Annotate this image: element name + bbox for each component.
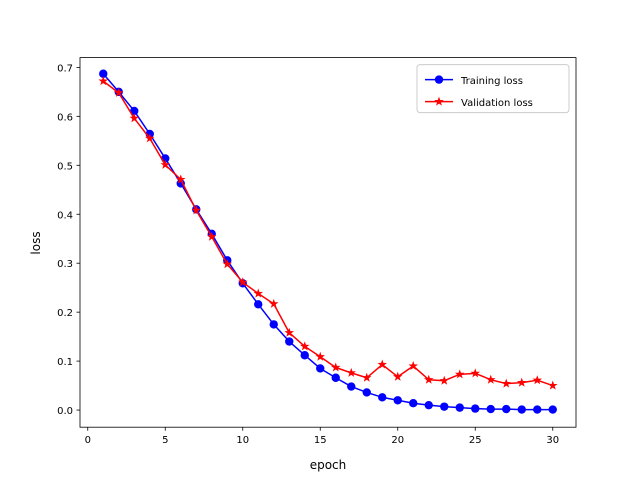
series-1-point-22 <box>424 400 433 410</box>
series-1-point-30 <box>548 405 557 414</box>
series-1-point-26 <box>486 404 495 414</box>
series-2-line <box>102 80 553 387</box>
y-tick-label-0.0: 0.0 <box>57 406 73 417</box>
axes-layer: 0 5 10 15 20 25 30 0.0 0.1 0.2 0.3 0.4 0.5 0.6 0.7 <box>57 57 577 446</box>
series-1-point-24 <box>455 403 464 412</box>
series-1-point-16 <box>331 373 340 382</box>
series-2-point-4 <box>144 133 155 143</box>
legend-marker-2 <box>434 96 444 106</box>
x-axis-label: epoch <box>310 458 347 472</box>
series-2-point-26 <box>485 374 496 384</box>
series-1-point-19 <box>378 393 387 402</box>
series-1-point-21 <box>409 399 418 408</box>
y-axis-label: loss <box>29 231 43 254</box>
y-tick-label-0.3: 0.3 <box>57 259 73 270</box>
y-tick-label-0.5: 0.5 <box>57 161 73 172</box>
series-2-point-29 <box>532 375 543 385</box>
series-2-point-22 <box>423 374 434 384</box>
series-1-point-28 <box>517 405 526 414</box>
series-2-point-30 <box>547 380 558 390</box>
legend-marker-1 <box>434 75 444 84</box>
series-2-point-5 <box>160 159 171 169</box>
x-tick-label-25: 25 <box>469 435 482 446</box>
y-tick-label-0.4: 0.4 <box>57 210 73 221</box>
series-2-point-27 <box>501 378 512 388</box>
series-2-point-23 <box>439 375 450 385</box>
series-2-point-10 <box>237 277 248 287</box>
x-tick-label-20: 20 <box>391 435 404 446</box>
series-2-point-25 <box>470 368 481 378</box>
axes-frame <box>79 57 577 428</box>
series-1-point-1 <box>99 69 108 78</box>
series-1-point-12 <box>269 320 278 329</box>
series-2-point-19 <box>377 359 388 369</box>
series-2-point-9 <box>222 259 233 269</box>
series-2-point-12 <box>268 298 279 308</box>
series-2-point-24 <box>454 369 465 379</box>
legend-entry-2: Validation loss <box>425 96 533 109</box>
series-2-point-11 <box>253 288 264 298</box>
legend-label-2: Validation loss <box>461 98 533 109</box>
series-2-point-15 <box>315 351 326 361</box>
series-2-point-2 <box>113 87 124 97</box>
x-tick-label-0: 0 <box>85 435 91 446</box>
series-2-point-17 <box>346 367 357 377</box>
series-2-point-28 <box>516 377 527 387</box>
series-1-point-27 <box>502 404 511 414</box>
series-1-point-20 <box>393 396 402 405</box>
series-2-point-21 <box>408 361 419 371</box>
legend-label-1: Training loss <box>460 76 523 87</box>
series-1-point-18 <box>362 388 371 397</box>
series-2-point-20 <box>392 371 403 381</box>
series-2-point-18 <box>361 372 372 382</box>
series-2-point-14 <box>299 341 310 351</box>
plot-area <box>80 57 576 428</box>
x-tick-label-30: 30 <box>546 435 559 446</box>
series-layer <box>98 69 558 414</box>
series-2-point-7 <box>191 205 202 215</box>
y-tick-label-0.1: 0.1 <box>57 357 73 368</box>
y-tick-label-0.2: 0.2 <box>57 308 73 319</box>
x-tick-label-5: 5 <box>162 435 168 446</box>
y-tick-label-0.6: 0.6 <box>57 112 73 123</box>
series-1-point-17 <box>347 382 356 391</box>
legend-box <box>416 64 570 114</box>
legend-entry-1: Training loss <box>425 75 523 87</box>
series-1-point-14 <box>300 351 309 360</box>
series-2-point-6 <box>175 174 186 184</box>
series-2 <box>98 76 558 390</box>
x-tick-label-15: 15 <box>314 435 327 446</box>
x-tick-label-10: 10 <box>236 435 249 446</box>
series-1-point-3 <box>130 106 139 116</box>
series-1-point-23 <box>440 402 449 411</box>
series-1-point-29 <box>533 405 542 414</box>
series-2-point-3 <box>129 113 140 123</box>
series-1-point-11 <box>254 300 263 309</box>
series-2-point-8 <box>206 231 217 241</box>
series-1-point-25 <box>471 404 480 413</box>
series-2-point-13 <box>284 327 295 337</box>
y-tick-label-0.7: 0.7 <box>57 63 73 74</box>
legend: Training loss Validation loss <box>416 64 570 114</box>
series-2-point-16 <box>330 362 341 372</box>
series-2-point-1 <box>98 76 109 86</box>
series-1-point-15 <box>316 364 325 373</box>
series-1-point-13 <box>285 337 294 346</box>
